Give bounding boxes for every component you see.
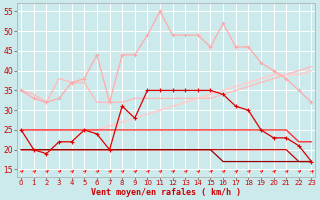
X-axis label: Vent moyen/en rafales ( km/h ): Vent moyen/en rafales ( km/h ) <box>91 188 241 197</box>
